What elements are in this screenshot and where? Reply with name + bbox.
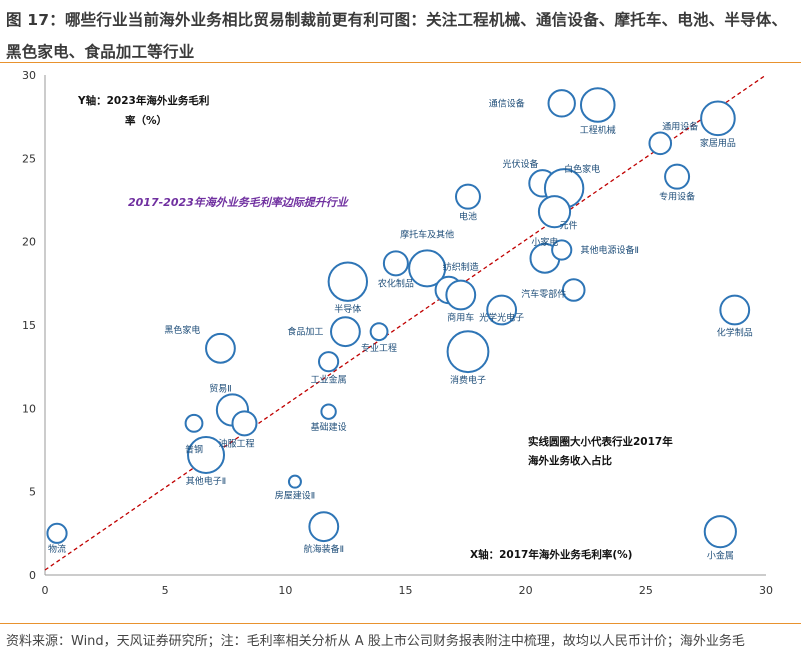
- bubble-label: 其他电源设备Ⅱ: [580, 244, 638, 256]
- bubble-label: 消费电子: [450, 374, 486, 386]
- bubble-label: 贸易Ⅱ: [209, 382, 231, 394]
- y-axis-label-line2: 率（%）: [125, 114, 167, 127]
- bubble-size-note-line2: 海外业务收入占比: [528, 454, 612, 467]
- bubble-label: 工程机械: [580, 124, 616, 136]
- source-divider: [0, 623, 801, 624]
- bubble-point: [579, 87, 616, 123]
- bubble-label: 小金属: [707, 549, 734, 561]
- bubble-chart: 0 5 10 15 20 25 30 0 5 10 15 20 25 30 物流 航海装备Ⅱ 房屋建设Ⅱ 其他电…: [22, 69, 773, 597]
- bubble-point: [454, 183, 481, 210]
- bubble-label: 汽车零部件: [521, 288, 566, 300]
- bubble-label: 摩托车及其他: [400, 228, 454, 240]
- bubble-point: [408, 249, 447, 288]
- bubble-point: [382, 250, 409, 277]
- bubble-point: [327, 261, 369, 302]
- bubble-label: 通信设备: [489, 97, 525, 109]
- bubble-point: [184, 413, 204, 433]
- y-tick-label: 5: [29, 486, 36, 499]
- bubble-label: 房屋建设Ⅱ: [275, 490, 315, 502]
- bubble-point: [486, 294, 518, 326]
- bubble-point: [664, 163, 691, 190]
- y-tick-label: 20: [22, 236, 36, 249]
- bubble-label: 航海装备Ⅱ: [304, 543, 344, 555]
- bubble-label: 商用车: [447, 311, 474, 323]
- bubble-point: [231, 410, 258, 437]
- source-note: 资料来源：Wind，天风证券研究所；注：毛利率相关分析从 A 股上市公司财务报表…: [6, 634, 745, 649]
- y-tick-label: 30: [22, 69, 36, 82]
- x-axis-label: X轴：2017年海外业务毛利率(%): [470, 548, 632, 561]
- figure-title: 图 17：哪些行业当前海外业务相比贸易制裁前更有利可图：关注工程机械、通信设备、…: [6, 11, 788, 61]
- title-divider: [0, 62, 801, 63]
- bubble-point: [561, 278, 586, 302]
- x-tick-label: 20: [519, 584, 533, 597]
- bubble-point: [369, 322, 389, 342]
- bubble-point: [547, 89, 576, 118]
- bubble-point: [308, 511, 340, 543]
- bubble-point: [445, 279, 477, 311]
- bubble-label: 农化制品: [378, 277, 414, 289]
- bubble-label: 小家电: [531, 236, 558, 248]
- x-tick-label: 0: [42, 584, 49, 597]
- bubble-point: [287, 474, 302, 489]
- bubble-label: 光学光电子: [479, 312, 524, 324]
- bubble-point: [187, 436, 226, 474]
- bubble-point: [719, 294, 751, 326]
- diagonal-reference-line: [44, 74, 767, 571]
- bubble-label: 家居用品: [700, 137, 736, 149]
- bubble-label: 普钢: [185, 444, 203, 456]
- bubble-label: 通用设备: [662, 121, 698, 133]
- bubble-point: [700, 100, 736, 137]
- bubble-point: [703, 515, 737, 549]
- y-tick-label: 10: [22, 402, 36, 415]
- bubble-label: 食品加工: [287, 326, 323, 338]
- y-axis-label-line1: Y轴：2023年海外业务毛利: [77, 94, 209, 107]
- bubble-point: [205, 332, 236, 364]
- bubble-point: [317, 351, 340, 373]
- bubble-point: [648, 131, 673, 156]
- bubble-label: 基础建设: [311, 421, 347, 433]
- bubble-label: 油服工程: [218, 437, 254, 449]
- x-tick-label: 30: [759, 584, 773, 597]
- x-tick-label: 25: [639, 584, 653, 597]
- bubble-label: 纺织制造: [443, 261, 479, 273]
- x-tick-label: 5: [162, 584, 169, 597]
- y-tick-label: 0: [29, 569, 36, 582]
- bubble-size-note-line1: 实线圆圈大小代表行业2017年: [528, 435, 673, 448]
- y-tick-label: 25: [22, 152, 36, 165]
- bubble-point: [320, 403, 337, 420]
- y-tick-label: 15: [22, 319, 36, 332]
- bubble-point: [330, 316, 361, 348]
- diagonal-annotation: 2017-2023年海外业务毛利率边际提升行业: [128, 196, 350, 209]
- bubble-point: [46, 522, 68, 544]
- bubble-label: 专用设备: [659, 191, 695, 203]
- x-tick-label: 15: [399, 584, 413, 597]
- bubble-label: 半导体: [334, 303, 361, 315]
- bubble-label: 电池: [459, 211, 477, 223]
- x-tick-label: 10: [278, 584, 292, 597]
- bubble-point: [446, 330, 490, 374]
- bubble-point: [551, 239, 573, 261]
- bubble-label: 物流: [48, 543, 66, 555]
- bubble-label: 白色家电: [564, 163, 600, 175]
- bubble-label: 工业金属: [311, 373, 347, 385]
- bubble-label: 元件: [559, 219, 577, 231]
- bubble-label: 光伏设备: [502, 158, 538, 170]
- bubble-point: [537, 195, 572, 229]
- bubble-label: 专业工程: [361, 342, 397, 354]
- bubble-label: 其他电子Ⅱ: [186, 475, 226, 487]
- bubble-label: 化学制品: [717, 326, 753, 338]
- bubble-label: 黑色家电: [164, 324, 200, 336]
